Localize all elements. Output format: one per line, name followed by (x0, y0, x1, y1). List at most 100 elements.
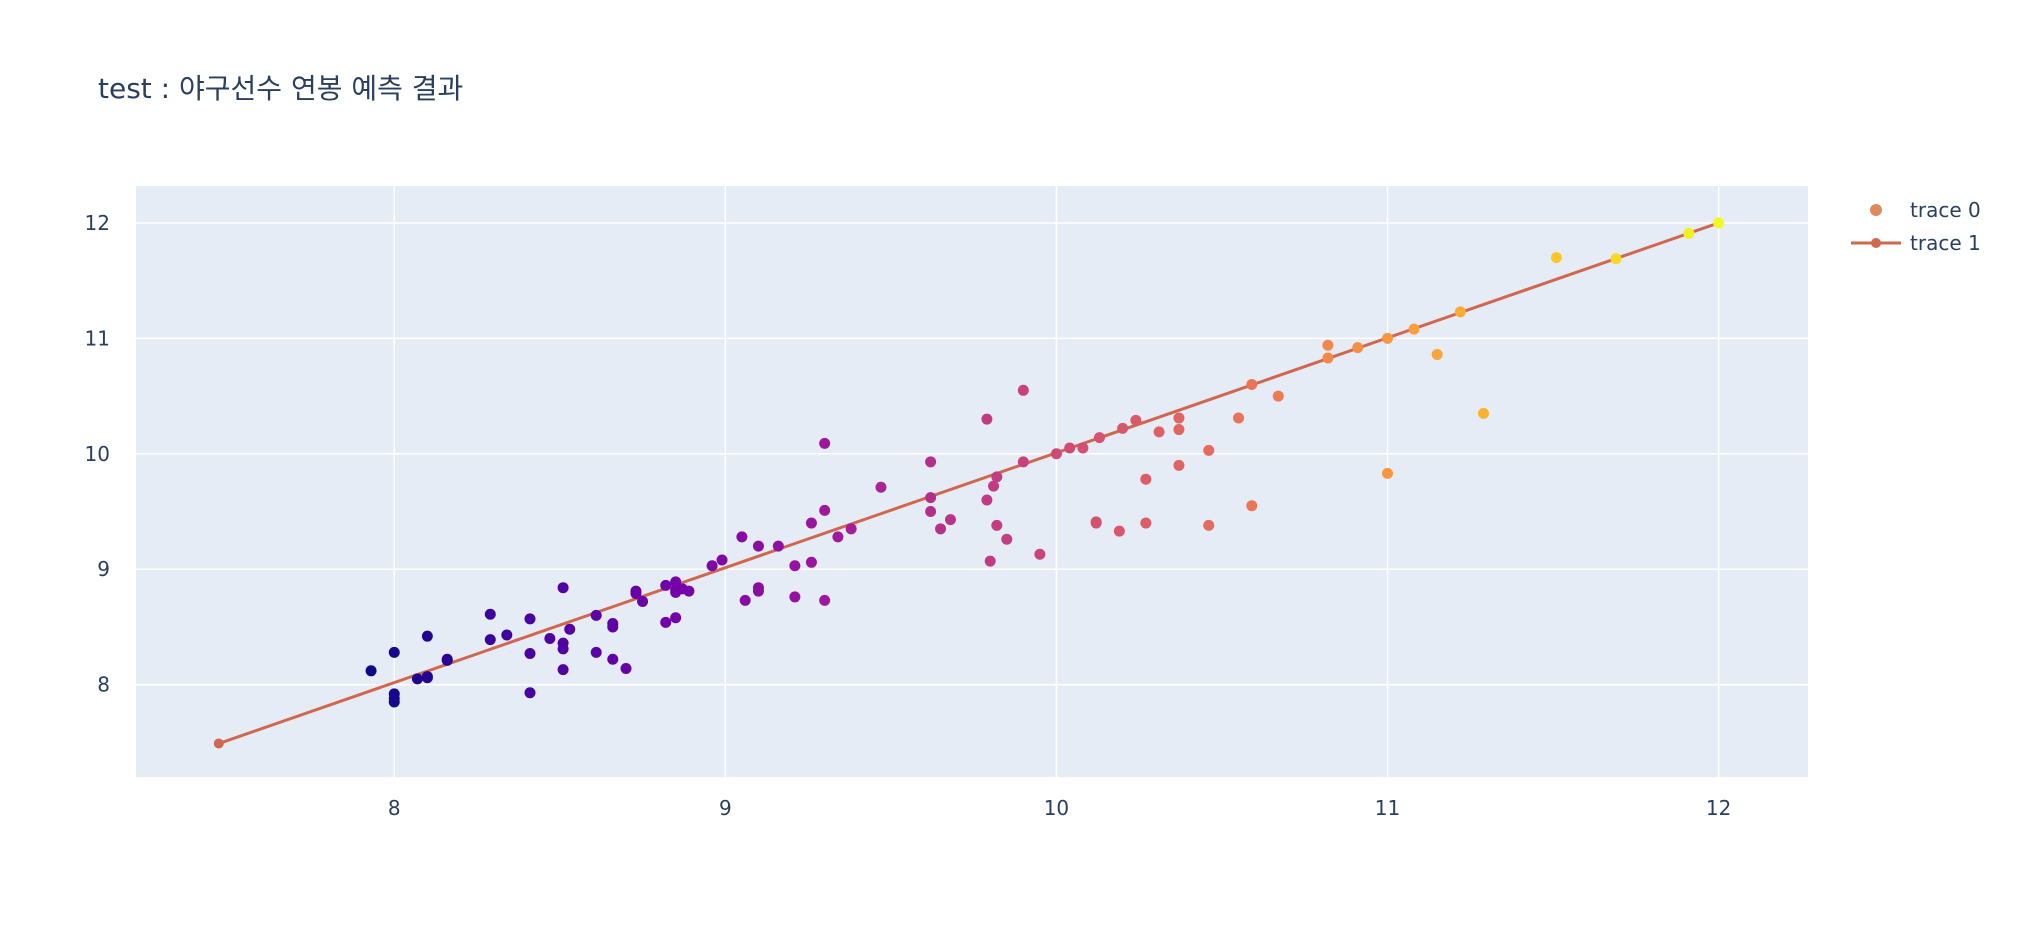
fit-line (218, 221, 1720, 745)
data-point (752, 540, 764, 552)
data-point (388, 696, 400, 708)
legend-label-trace-0: trace 0 (1910, 198, 1981, 222)
data-point (637, 596, 649, 608)
data-point (984, 555, 996, 567)
data-point (1382, 467, 1394, 479)
fit-line-point (213, 738, 224, 749)
data-point (441, 654, 453, 666)
data-point (683, 585, 695, 597)
x-tick-label: 12 (1706, 796, 1731, 820)
data-point (607, 621, 619, 633)
chart-title: test : 야구선수 연봉 예측 결과 (98, 72, 463, 105)
data-point (1153, 426, 1165, 438)
data-point (1017, 456, 1029, 468)
data-point (1140, 517, 1152, 529)
data-point (607, 653, 619, 665)
data-point (421, 630, 433, 642)
data-point (1203, 519, 1215, 531)
data-point (1683, 227, 1695, 239)
data-point (590, 646, 602, 658)
data-point (1173, 424, 1185, 436)
x-tick-label: 10 (1044, 796, 1069, 820)
y-tick-label: 8 (97, 673, 110, 697)
data-point (1001, 533, 1013, 545)
y-axis-ticks: 8 9 10 11 12 (85, 211, 110, 697)
y-tick-label: 10 (85, 442, 110, 466)
data-point (1382, 332, 1394, 344)
x-tick-label: 8 (388, 796, 401, 820)
legend-label-trace-1: trace 1 (1910, 231, 1981, 255)
data-point (1610, 253, 1622, 265)
data-point (501, 629, 513, 641)
data-point (411, 673, 423, 685)
data-point (670, 576, 682, 588)
data-point (789, 591, 801, 603)
legend[interactable]: trace 0 trace 1 (1851, 198, 1981, 255)
data-point (660, 616, 672, 628)
data-point (544, 632, 556, 644)
data-point (991, 519, 1003, 531)
data-point (789, 560, 801, 572)
data-point (935, 523, 947, 535)
data-point (590, 609, 602, 621)
x-tick-label: 9 (719, 796, 732, 820)
data-point (1246, 500, 1258, 512)
data-point (1478, 407, 1490, 419)
data-point (524, 647, 536, 659)
data-point (1173, 459, 1185, 471)
legend-marker-trace-0 (1870, 204, 1882, 216)
data-point (557, 582, 569, 594)
data-point (736, 531, 748, 543)
data-point (524, 613, 536, 625)
legend-marker-trace-1 (1871, 238, 1881, 248)
data-point (1233, 412, 1245, 424)
data-point (981, 494, 993, 506)
data-point (1352, 342, 1364, 354)
x-tick-label: 11 (1375, 796, 1400, 820)
data-point (557, 643, 569, 655)
data-point (845, 523, 857, 535)
data-point (620, 662, 632, 674)
data-point (630, 587, 642, 599)
data-point (1431, 349, 1443, 361)
data-point (819, 594, 831, 606)
data-point (1140, 473, 1152, 485)
data-point (944, 514, 956, 526)
data-point (484, 634, 496, 646)
data-point (925, 506, 937, 518)
legend-item-trace-0[interactable]: trace 0 (1870, 198, 1981, 222)
y-tick-label: 11 (85, 326, 110, 350)
data-point (805, 556, 817, 568)
data-point (716, 554, 728, 566)
data-point (421, 672, 433, 684)
data-point (1093, 432, 1105, 444)
data-point (365, 665, 377, 677)
data-point (1322, 352, 1334, 364)
data-point (1713, 217, 1725, 229)
data-point (564, 623, 576, 635)
data-point (1077, 442, 1089, 454)
data-point (1550, 252, 1562, 264)
data-point (1408, 323, 1420, 335)
data-point (670, 612, 682, 624)
data-point (988, 480, 1000, 492)
data-point (819, 437, 831, 449)
data-point (832, 531, 844, 543)
data-point (1050, 448, 1062, 460)
legend-item-trace-1[interactable]: trace 1 (1851, 231, 1981, 255)
y-tick-label: 12 (85, 211, 110, 235)
data-point (1130, 414, 1142, 426)
data-point (752, 585, 764, 597)
data-point (819, 504, 831, 516)
data-point (925, 456, 937, 468)
data-point (706, 560, 718, 572)
data-point (660, 579, 672, 591)
grid-lines (136, 186, 1808, 777)
data-point (1113, 525, 1125, 537)
data-point (772, 540, 784, 552)
x-axis-ticks: 8 9 10 11 12 (388, 796, 1731, 820)
trace-0-layer (365, 217, 1725, 708)
data-point (1034, 548, 1046, 560)
